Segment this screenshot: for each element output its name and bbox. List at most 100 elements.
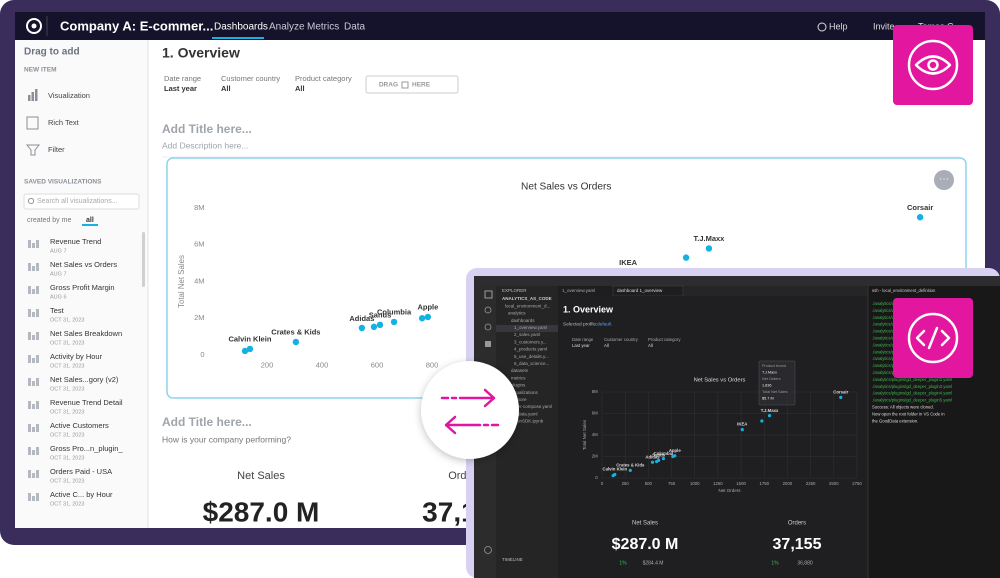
point-label: T.J.Maxx [761,408,779,413]
nav-tab[interactable]: Data [344,22,366,33]
file-item[interactable]: visualizations [511,390,539,395]
file-item[interactable]: 1_overview.yaml [514,325,547,330]
tooltip-text: $5.7 M [762,397,774,401]
nav-tab[interactable]: Dashboards [214,22,268,33]
y-tick-label: 4M [194,276,204,285]
viz-date: AUG 6 [50,294,67,300]
viz-date: AUG 7 [50,271,67,277]
tab-label[interactable]: dashboard 1_overview [617,288,663,293]
file-item[interactable]: docker-compose.yaml [508,404,552,409]
point-label: Adidas [349,314,374,323]
viz-date: OCT 31, 2023 [50,478,84,484]
viz-icon [36,240,39,248]
filter-tab[interactable]: all [86,217,94,224]
arrow-left [444,415,500,435]
drag-here-button[interactable] [365,75,459,94]
y-tick-label: 0 [595,475,598,480]
workspace-name[interactable]: Company A: E-commer... [60,18,213,33]
file-item[interactable]: PythonSDK.ipynb [508,419,544,424]
viz-icon [32,358,35,363]
file-item[interactable]: plugins [511,383,526,388]
filter-label[interactable]: Date range [164,74,201,83]
viz-icon [28,378,31,386]
filter-label[interactable]: Product category [295,74,352,83]
filter-value[interactable]: All [648,343,653,348]
file-item[interactable]: dashboards [511,318,535,323]
filter-label[interactable]: Customer country [604,337,639,342]
viz-name[interactable]: Net Sales Breakdown [50,329,122,338]
point-label: IKEA [737,422,747,427]
viz-icon [36,263,39,271]
arrow-right [440,388,496,408]
file-item[interactable]: analytics [508,311,526,316]
menu-dots: ··· [939,174,949,185]
x-tick-label: 500 [645,481,653,486]
x-tick-label: 800 [426,360,439,369]
filter-value[interactable]: Last year [164,84,197,93]
terminal-line: ./analytics/plugins/gd_deeper_plugin3.ya… [872,384,952,389]
file-item[interactable]: 5_use_details.y... [514,354,549,359]
viz-name[interactable]: Activity by Hour [50,352,103,361]
viz-date: OCT 31, 2023 [50,317,84,323]
viz-icon [36,286,39,294]
file-item[interactable]: metrics [511,375,526,380]
invite-link[interactable]: Invite [873,21,895,31]
point-label: Calvin Klein [602,467,627,472]
new-item[interactable]: Rich Text [48,118,80,127]
x-tick-label: 1000 [690,481,700,486]
help-link[interactable]: Help [829,21,848,31]
profile-name: default [597,321,612,327]
viz-name[interactable]: Active C... by Hour [50,490,113,499]
viz-date: OCT 31, 2023 [50,340,84,346]
filter-value[interactable]: All [604,343,609,348]
filter-label[interactable]: Date range [572,337,594,342]
viz-icon [36,470,39,478]
tooltip-text: Net Orders [762,377,781,381]
viz-name[interactable]: Gross Pro...n_plugin_ [50,444,123,453]
file-item[interactable]: 3_customers.y... [514,339,547,344]
filter-value[interactable]: All [295,84,305,93]
viz-name[interactable]: Gross Profit Margin [50,283,115,292]
filter-value[interactable]: All [221,84,231,93]
tab[interactable] [558,286,613,296]
new-item[interactable]: Filter [48,145,65,154]
chart-title: Net Sales vs Orders [521,182,611,193]
x-axis-title: Net Orders [718,488,741,493]
main-texts: Company A: E-commer... Dashboards Analyze M… [24,18,962,527]
point-label: Crates & Kids [271,328,320,337]
x-tick-label: 2000 [783,481,793,486]
point [767,414,772,418]
viz-name[interactable]: Net Sales vs Orders [50,260,117,269]
viz-name[interactable]: Test [50,306,65,315]
widget-menu[interactable] [934,170,954,190]
file-item[interactable]: 2_sales.yaml [514,332,540,337]
chart-title: Net Sales vs Orders [694,377,746,383]
file-item[interactable]: datasets [511,368,529,373]
search-box[interactable] [23,193,140,210]
filter-value[interactable]: Last year [572,343,590,348]
tooltip-text: Total Net Sales [762,390,788,394]
filter-tab[interactable]: created by me [27,217,71,224]
nav-tab[interactable]: Analyze [269,22,305,33]
tab-label[interactable]: 1_overview.yaml [562,288,595,293]
file-item[interactable]: local_environment_d... [505,303,550,308]
file-item[interactable]: 4_products.yaml [514,347,547,352]
file-item[interactable]: 6_data_science... [514,361,549,366]
viz-name[interactable]: Orders Paid - USA [50,467,112,476]
viz-name[interactable]: Active Customers [50,421,109,430]
file-item[interactable]: ANALYTICS_AS_CODE [502,296,552,301]
kpi-change: 1% [771,560,779,566]
new-item[interactable]: Visualization [48,91,90,100]
x-tick-label: 2500 [829,481,839,486]
viz-name[interactable]: Net Sales...gory (v2) [50,375,119,384]
nav-tab[interactable]: Metrics [307,22,339,33]
filter-label[interactable]: Product category [648,337,681,342]
file-item[interactable]: gooddata.yaml [508,411,538,416]
filter-label[interactable]: Customer country [221,74,280,83]
viz-name[interactable]: Revenue Trend Detail [50,398,123,407]
viz-name[interactable]: Revenue Trend [50,237,101,246]
panel-title: TIMELINE [502,557,523,562]
panel-title: EXPLORER [502,288,527,293]
point [628,468,632,472]
y-axis-title: Total Net Sales [582,419,587,450]
